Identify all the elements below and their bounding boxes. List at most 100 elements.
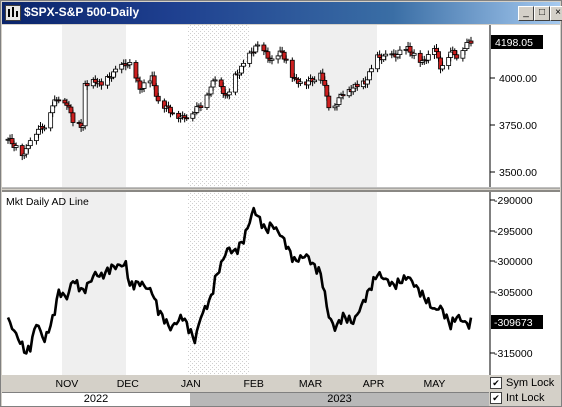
candle-body [253, 45, 259, 53]
month-label: MAR [299, 378, 323, 390]
window-title: $SPX-S&P 500-Daily [24, 5, 140, 19]
sym-lock-label: Sym Lock [506, 377, 555, 389]
chart-area[interactable]: 4000.00 3750.00 3500.00 4198.05 Mkt D [2, 25, 560, 375]
candle-body [82, 83, 88, 127]
time-axis-bar[interactable]: NOV DEC JAN FEB MAR APR MAY 2022 2023 ✔ Sym Lo… [2, 375, 560, 406]
candle-body [446, 57, 452, 66]
year-2023-label: 2023 [190, 392, 489, 406]
candle-body [281, 51, 287, 60]
candle-body [265, 51, 271, 59]
candle-body [255, 44, 261, 47]
ad-tick-label: -295000 [494, 226, 533, 238]
price-y-axis: 4000.00 3750.00 3500.00 [490, 73, 537, 179]
panel-divider[interactable] [2, 188, 560, 192]
candle-body [151, 75, 157, 87]
candle-body [411, 52, 417, 56]
candle-body [340, 94, 346, 97]
title-bar[interactable]: $SPX-S&P 500-Daily _ □ × [2, 2, 562, 24]
candle-body [198, 105, 204, 108]
candle-body [233, 73, 238, 93]
candle-body [350, 87, 356, 93]
candle-body [184, 117, 190, 120]
candle-body [70, 112, 76, 123]
candle-body [190, 113, 196, 119]
candle-body [298, 81, 303, 84]
chart-window-icon[interactable] [5, 5, 21, 21]
candle-body [448, 51, 454, 58]
candle-body [336, 97, 342, 105]
sym-lock-checkbox[interactable]: ✔ [490, 377, 502, 389]
candle-body [194, 106, 200, 113]
candle-body [99, 81, 104, 86]
candle-body [460, 50, 466, 59]
candle-body [367, 71, 372, 81]
candle-body [326, 95, 332, 109]
charts-canvas[interactable]: 4000.00 3750.00 3500.00 4198.05 Mkt D [2, 25, 560, 375]
price-panel[interactable]: 4000.00 3750.00 3500.00 4198.05 [2, 25, 543, 187]
ad-tick-label: -300000 [494, 256, 533, 268]
maximize-button[interactable]: □ [534, 6, 550, 21]
candle-body [62, 99, 68, 104]
candle-body [127, 62, 133, 66]
candle-body [170, 112, 175, 115]
year-2022-label: 2022 [2, 392, 190, 406]
candle-body [407, 46, 413, 53]
price-tag: 4198.05 [495, 37, 533, 49]
candle-body [111, 71, 116, 78]
candle-body [84, 83, 90, 87]
price-tick-label: 4000.00 [499, 73, 537, 85]
candle-body [226, 91, 232, 96]
candle-body [113, 68, 119, 73]
price-candles [5, 36, 474, 161]
candle-body [50, 105, 56, 114]
candle-body [434, 48, 439, 53]
candle-body [306, 80, 311, 86]
minimize-button[interactable]: _ [518, 6, 534, 21]
candle-body [56, 99, 62, 102]
ad-panel[interactable]: Mkt Daily AD Line -290000 -295000 -30000… [2, 192, 543, 375]
candle-body [9, 138, 15, 145]
candle-body [23, 148, 29, 155]
candle-body [133, 62, 139, 79]
candle-body [289, 59, 295, 78]
candle-body [322, 80, 328, 86]
candle-body [354, 83, 360, 88]
candle-body [48, 112, 54, 129]
candle-body [13, 145, 19, 148]
ad-line-series [6, 206, 473, 355]
price-tick-label: 3500.00 [499, 167, 537, 179]
candle-body [155, 95, 161, 102]
int-lock-checkbox[interactable]: ✔ [490, 392, 502, 404]
candle-body [92, 79, 98, 83]
ad-y-axis: -290000 -295000 -300000 -305000 -315000 [490, 195, 533, 360]
candle-body [365, 79, 370, 85]
month-axis: NOV DEC JAN FEB MAR APR MAY [56, 378, 446, 390]
candle-body [239, 65, 244, 74]
candle-body [168, 106, 173, 114]
candle-body [153, 85, 159, 97]
candle-body [247, 52, 253, 64]
candle-body [141, 82, 147, 89]
month-label: FEB [244, 378, 264, 390]
ad-tick-label: -315000 [494, 348, 533, 360]
price-tick-label: 3750.00 [499, 120, 537, 132]
candle-body [27, 140, 33, 147]
candle-body [436, 51, 441, 59]
month-label: NOV [56, 378, 79, 390]
candle-body [261, 44, 267, 52]
candle-body [452, 50, 458, 56]
candle-body [119, 63, 125, 70]
ad-value-tag: -309673 [494, 317, 533, 329]
price-tag-box [491, 35, 543, 49]
month-label: APR [363, 378, 385, 390]
candle-body [397, 49, 403, 55]
candle-body [381, 55, 387, 61]
close-button[interactable]: × [550, 6, 562, 21]
int-lock-label: Int Lock [506, 392, 545, 404]
candle-body [25, 145, 31, 150]
candle-body [440, 65, 445, 70]
candle-body [324, 84, 330, 97]
candle-body [454, 54, 460, 59]
candle-body [208, 86, 214, 95]
